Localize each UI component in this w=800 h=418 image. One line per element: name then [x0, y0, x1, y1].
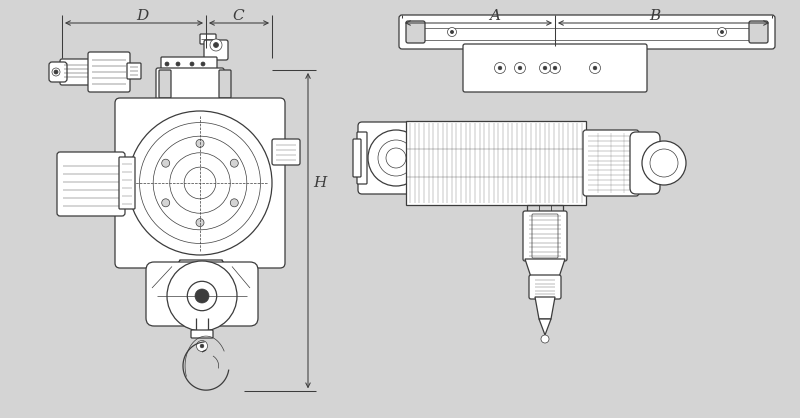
Circle shape	[195, 289, 209, 303]
FancyBboxPatch shape	[200, 34, 216, 44]
Text: A: A	[490, 9, 501, 23]
FancyBboxPatch shape	[159, 70, 171, 98]
Circle shape	[176, 62, 180, 66]
Circle shape	[54, 70, 58, 74]
FancyBboxPatch shape	[399, 15, 775, 49]
FancyBboxPatch shape	[353, 139, 361, 177]
Circle shape	[201, 62, 205, 66]
Circle shape	[128, 111, 272, 255]
Circle shape	[162, 199, 170, 207]
FancyBboxPatch shape	[523, 211, 567, 261]
FancyBboxPatch shape	[146, 262, 258, 326]
Circle shape	[718, 28, 726, 36]
FancyBboxPatch shape	[358, 122, 410, 194]
FancyBboxPatch shape	[583, 130, 639, 196]
Text: D: D	[136, 9, 148, 23]
Circle shape	[554, 66, 557, 70]
FancyBboxPatch shape	[529, 275, 561, 299]
Circle shape	[202, 73, 208, 79]
Circle shape	[447, 28, 457, 36]
Polygon shape	[539, 319, 551, 335]
FancyBboxPatch shape	[88, 52, 130, 92]
FancyBboxPatch shape	[161, 57, 217, 71]
Circle shape	[198, 69, 212, 83]
FancyBboxPatch shape	[115, 98, 285, 268]
FancyBboxPatch shape	[406, 21, 425, 43]
Circle shape	[197, 341, 207, 352]
FancyBboxPatch shape	[204, 40, 228, 60]
Circle shape	[494, 63, 506, 74]
Circle shape	[214, 43, 218, 48]
Circle shape	[590, 63, 601, 74]
Bar	[527, 205, 563, 213]
FancyBboxPatch shape	[463, 44, 647, 92]
Circle shape	[550, 63, 561, 74]
FancyBboxPatch shape	[630, 132, 660, 194]
Circle shape	[541, 335, 549, 343]
Circle shape	[539, 63, 550, 74]
Text: C: C	[232, 9, 244, 23]
Circle shape	[514, 63, 526, 74]
FancyBboxPatch shape	[60, 59, 92, 85]
FancyBboxPatch shape	[127, 63, 141, 79]
FancyBboxPatch shape	[156, 68, 224, 100]
Circle shape	[162, 159, 170, 167]
FancyBboxPatch shape	[119, 157, 135, 209]
Circle shape	[190, 62, 194, 66]
Circle shape	[642, 141, 686, 185]
FancyBboxPatch shape	[272, 139, 300, 165]
Circle shape	[720, 31, 724, 33]
FancyBboxPatch shape	[57, 152, 125, 216]
Circle shape	[200, 344, 204, 348]
FancyBboxPatch shape	[749, 21, 768, 43]
Circle shape	[196, 219, 204, 227]
FancyBboxPatch shape	[191, 330, 213, 338]
Bar	[406, 121, 586, 205]
Circle shape	[518, 66, 522, 70]
Circle shape	[450, 31, 454, 33]
Circle shape	[165, 62, 169, 66]
Circle shape	[368, 130, 424, 186]
Polygon shape	[535, 297, 555, 319]
Circle shape	[210, 39, 222, 51]
FancyBboxPatch shape	[166, 72, 216, 96]
Polygon shape	[165, 260, 238, 290]
Circle shape	[196, 139, 204, 148]
Circle shape	[187, 281, 217, 311]
Circle shape	[52, 68, 60, 76]
Circle shape	[167, 261, 237, 331]
FancyBboxPatch shape	[49, 62, 67, 82]
Circle shape	[594, 66, 597, 70]
Circle shape	[543, 66, 547, 70]
Circle shape	[230, 159, 238, 167]
Text: B: B	[650, 9, 661, 23]
Polygon shape	[525, 259, 565, 277]
Circle shape	[498, 66, 502, 70]
Text: H: H	[314, 176, 326, 190]
FancyBboxPatch shape	[219, 70, 231, 98]
FancyBboxPatch shape	[357, 132, 367, 184]
Circle shape	[230, 199, 238, 207]
